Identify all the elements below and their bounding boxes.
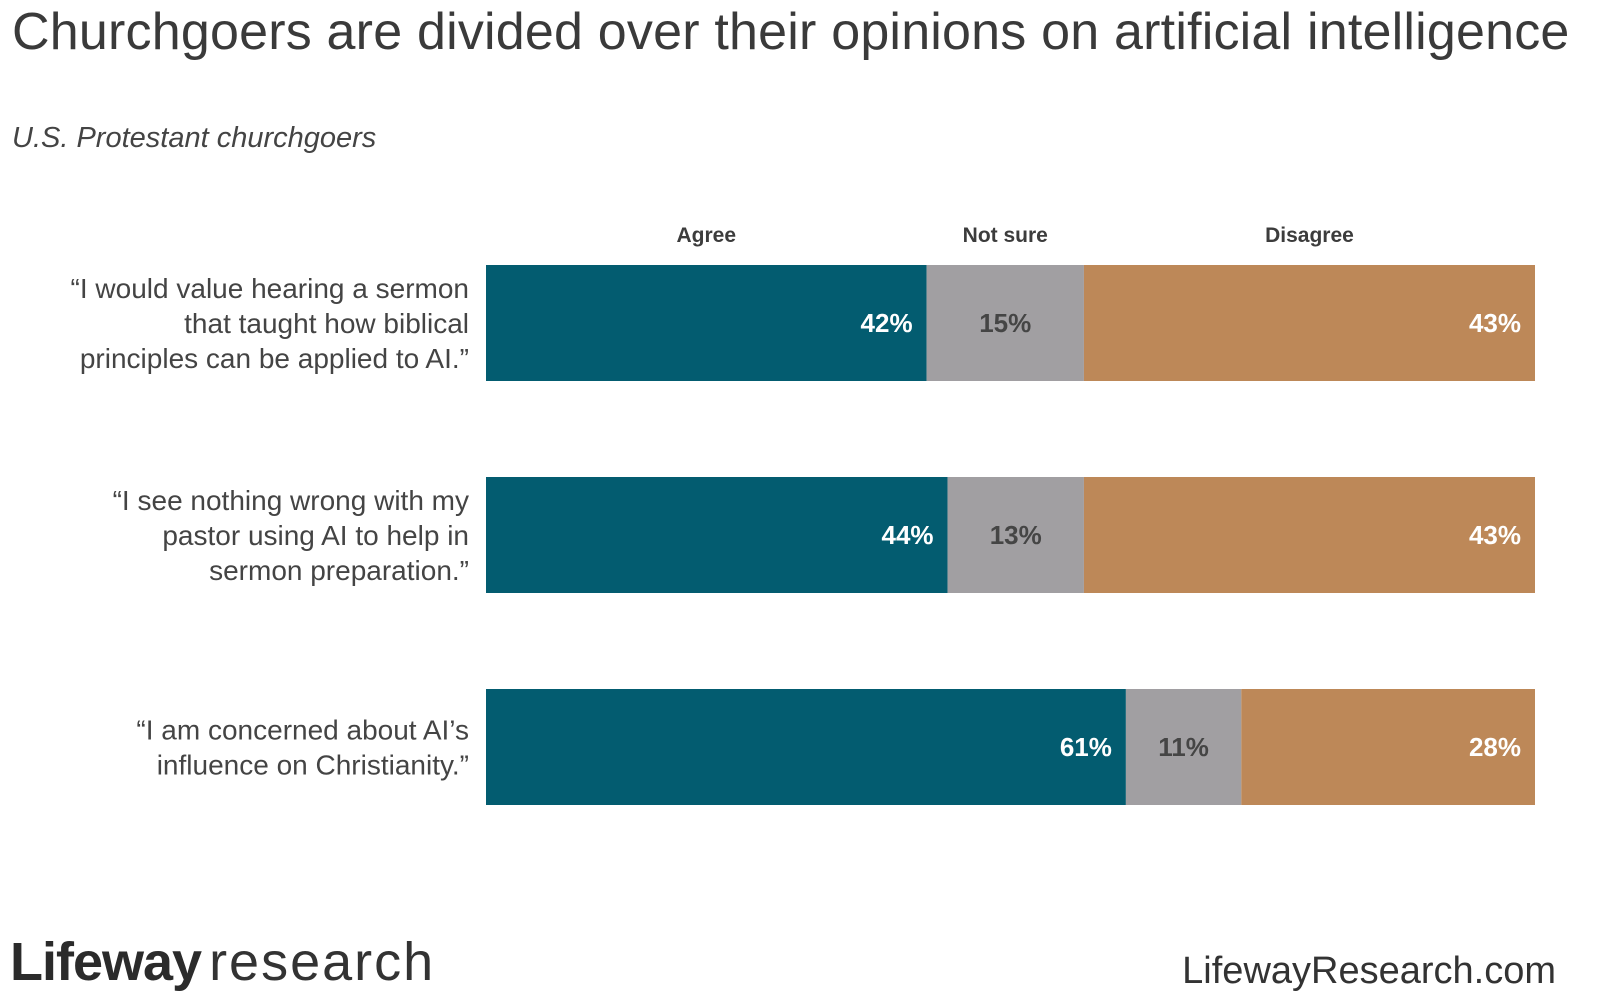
chart-subtitle: U.S. Protestant churchgoers xyxy=(12,122,377,154)
category-label-1-line-1: “I would value hearing a sermon xyxy=(71,273,469,304)
category-label-3-line-2: influence on Christianity.” xyxy=(157,750,469,781)
lifeway-research-logo: Lifeway research xyxy=(10,935,435,989)
bar-disagree-3 xyxy=(1241,689,1535,805)
category-label-2-line-2: pastor using AI to help in xyxy=(162,520,469,551)
website-url: LifewayResearch.com xyxy=(1182,950,1556,992)
bar-disagree-2 xyxy=(1083,477,1535,593)
bar-disagree-1 xyxy=(1083,265,1535,381)
bar-agree-1 xyxy=(486,265,927,381)
category-label-2-line-3: sermon preparation.” xyxy=(209,555,469,586)
category-label-2-line-1: “I see nothing wrong with my xyxy=(113,485,469,516)
bar-not-sure-2 xyxy=(947,477,1084,593)
bar-agree-3 xyxy=(486,689,1126,805)
data-label-agree-2: 44% xyxy=(882,520,934,550)
legend-disagree: Disagree xyxy=(1265,224,1354,247)
logo-word: research xyxy=(209,932,436,992)
data-label-disagree-3: 28% xyxy=(1469,732,1521,762)
legend-not-sure: Not sure xyxy=(963,224,1048,247)
data-label-not-sure-1: 15% xyxy=(979,308,1031,338)
logo-brand: Lifeway xyxy=(10,932,202,992)
data-label-agree-3: 61% xyxy=(1060,732,1112,762)
data-label-disagree-1: 43% xyxy=(1469,308,1521,338)
data-label-not-sure-3: 11% xyxy=(1158,732,1209,762)
data-label-agree-1: 42% xyxy=(861,308,913,338)
bar-not-sure-3 xyxy=(1125,689,1242,805)
category-label-1-line-3: principles can be applied to AI.” xyxy=(80,343,469,374)
data-label-not-sure-2: 13% xyxy=(990,520,1042,550)
category-label-1-line-2: that taught how biblical xyxy=(184,308,469,339)
chart-title: Churchgoers are divided over their opini… xyxy=(12,3,1570,61)
data-label-disagree-2: 43% xyxy=(1469,520,1521,550)
bar-agree-2 xyxy=(486,477,948,593)
bar-not-sure-1 xyxy=(926,265,1084,381)
legend-agree: Agree xyxy=(677,224,737,247)
category-label-3-line-1: “I am concerned about AI’s xyxy=(136,715,469,746)
